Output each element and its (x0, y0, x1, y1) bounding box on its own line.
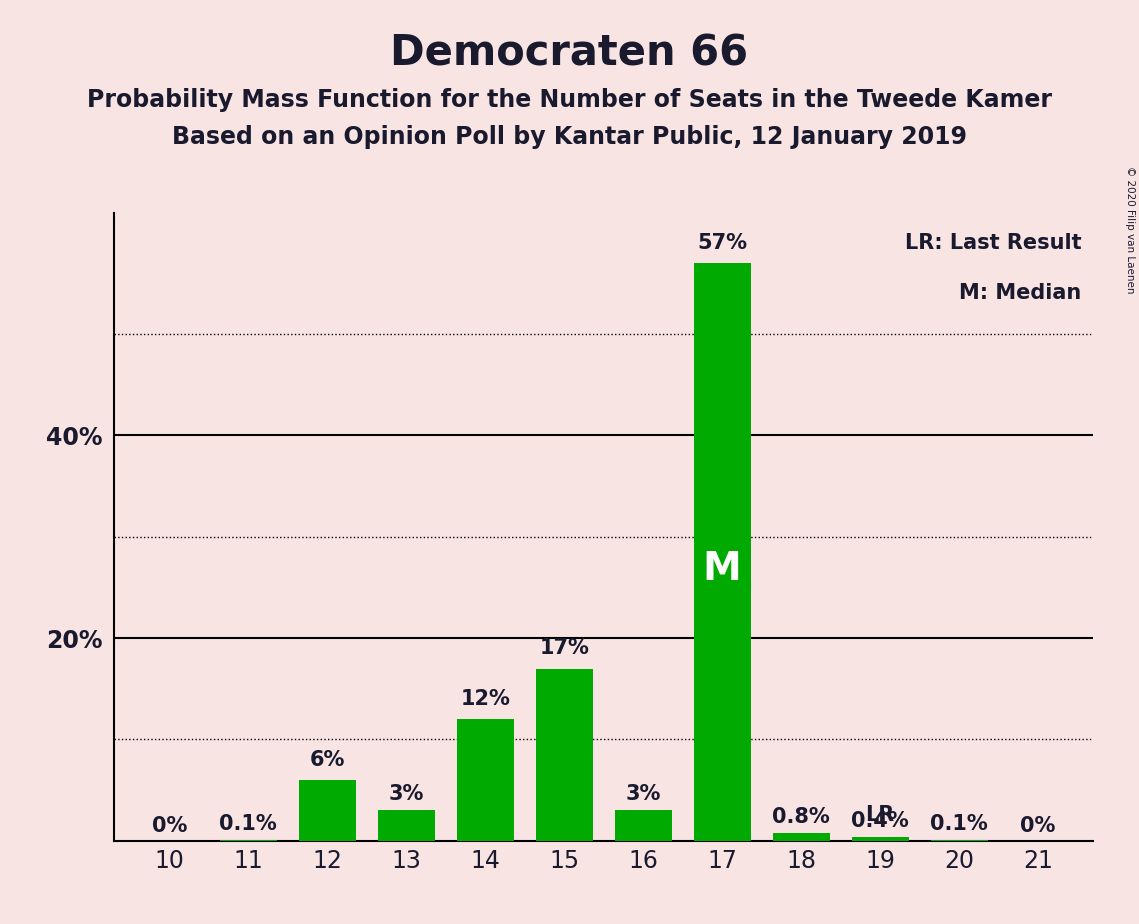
Bar (694, 263, 751, 841)
Text: 57%: 57% (697, 233, 747, 253)
Text: Based on an Opinion Poll by Kantar Public, 12 January 2019: Based on an Opinion Poll by Kantar Publi… (172, 125, 967, 149)
Bar (535, 669, 592, 841)
Text: 3%: 3% (625, 784, 661, 805)
Bar (220, 840, 277, 841)
Text: © 2020 Filip van Laenen: © 2020 Filip van Laenen (1125, 166, 1134, 294)
Text: 0.1%: 0.1% (931, 814, 988, 833)
Text: LR: Last Result: LR: Last Result (906, 233, 1082, 253)
Text: Probability Mass Function for the Number of Seats in the Tweede Kamer: Probability Mass Function for the Number… (87, 88, 1052, 112)
Text: 3%: 3% (388, 784, 424, 805)
Bar (298, 780, 355, 841)
Bar (852, 837, 909, 841)
Text: M: M (703, 551, 741, 589)
Text: Democraten 66: Democraten 66 (391, 32, 748, 74)
Text: 0%: 0% (1021, 816, 1056, 836)
Text: 6%: 6% (310, 750, 345, 770)
Bar (457, 719, 514, 841)
Text: 0%: 0% (151, 816, 187, 836)
Bar (615, 810, 672, 841)
Bar (378, 810, 435, 841)
Text: 17%: 17% (539, 638, 589, 659)
Bar (931, 840, 988, 841)
Text: 12%: 12% (460, 689, 510, 709)
Text: 0.8%: 0.8% (772, 807, 830, 827)
Text: 0.1%: 0.1% (220, 814, 277, 833)
Text: LR: LR (866, 805, 895, 824)
Bar (772, 833, 829, 841)
Text: M: Median: M: Median (959, 284, 1082, 303)
Text: 0.4%: 0.4% (851, 810, 909, 831)
